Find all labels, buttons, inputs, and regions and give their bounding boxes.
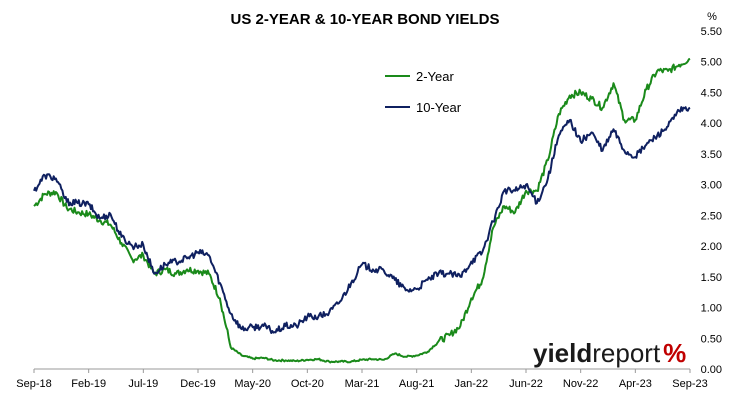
logo-text: yieldreport% [533,338,686,368]
y-tick-label: 4.00 [701,118,722,130]
series-line-2-year [33,57,691,364]
y-tick-label: 1.00 [701,303,722,315]
y-tick-label: 0.50 [701,333,722,345]
x-tick-label: Nov-22 [563,378,598,390]
x-tick-label: Oct-20 [291,378,324,390]
chart-title: US 2-YEAR & 10-YEAR BOND YIELDS [231,11,500,28]
legend-label-2-year: 2-Year [416,69,454,84]
x-tick-label: Aug-21 [399,378,434,390]
y-tick-label: 5.50 [701,26,722,38]
x-tick-label: Jan-22 [455,378,489,390]
legend-label-10-year: 10-Year [416,100,462,115]
x-tick-label: Feb-19 [71,378,106,390]
x-tick-label: Sep-23 [672,378,707,390]
x-tick-label: Jun-22 [509,378,543,390]
series-layer [33,57,691,364]
x-tick-label: Sep-18 [16,378,51,390]
yieldreport-logo: yieldreport% [533,338,686,368]
y-tick-label: 3.00 [701,180,722,192]
y-axis: 0.00 0.50 1.00 1.50 2.00 2.50 3.00 3.50 4.00 4.50… [701,26,722,376]
y-tick-label: 1.50 [701,272,722,284]
x-tick-label: Dec-19 [180,378,215,390]
y-tick-label: 4.50 [701,87,722,99]
x-axis: Sep-18 Feb-19 Jul-19 Dec-19 May-20 Oct-20 Mar-… [16,369,708,390]
y-tick-label: 5.00 [701,57,722,69]
y-tick-label: 2.50 [701,210,722,222]
y-axis-unit: % [707,11,717,23]
logo-regular: report [592,338,661,368]
y-tick-label: 3.50 [701,149,722,161]
logo-bold: yield [533,338,592,368]
x-tick-label: Apr-23 [619,378,652,390]
series-line-10-year [33,106,691,334]
x-tick-label: Jul-19 [128,378,158,390]
legend: 2-Year 10-Year [385,69,462,115]
logo-percent: % [663,338,686,368]
x-tick-label: May-20 [234,378,271,390]
x-tick-label: Mar-21 [345,378,380,390]
y-tick-label: 0.00 [701,364,722,376]
y-tick-label: 2.00 [701,241,722,253]
